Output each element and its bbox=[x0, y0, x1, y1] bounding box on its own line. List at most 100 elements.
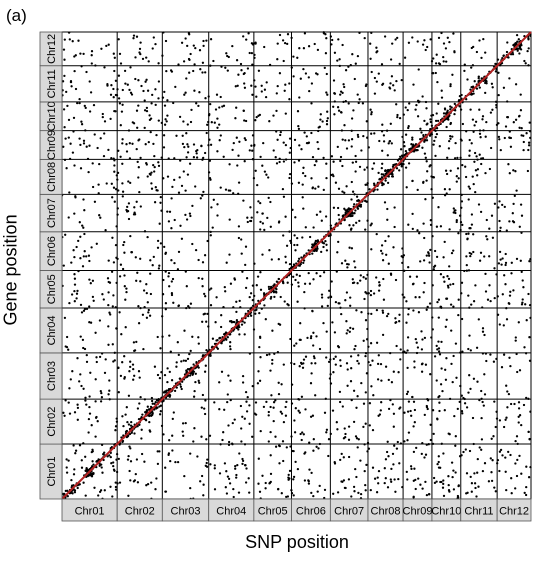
data-point bbox=[403, 411, 406, 414]
data-point bbox=[168, 395, 171, 398]
data-point bbox=[139, 205, 142, 208]
data-point bbox=[182, 60, 186, 63]
data-point bbox=[338, 218, 341, 221]
data-point bbox=[470, 66, 473, 69]
data-point bbox=[456, 156, 459, 160]
data-point bbox=[147, 140, 150, 144]
data-point bbox=[241, 462, 244, 466]
data-point bbox=[65, 335, 69, 339]
data-point bbox=[202, 39, 205, 43]
data-point bbox=[168, 439, 171, 442]
data-point bbox=[129, 460, 133, 463]
data-point bbox=[71, 40, 74, 43]
data-point bbox=[128, 88, 131, 92]
data-point bbox=[151, 93, 154, 97]
data-point bbox=[297, 181, 301, 184]
data-point bbox=[437, 466, 441, 469]
data-point bbox=[75, 292, 79, 295]
data-point bbox=[517, 421, 520, 424]
data-point bbox=[527, 141, 531, 144]
data-point bbox=[410, 414, 413, 417]
data-point bbox=[505, 416, 508, 419]
data-point bbox=[425, 404, 428, 408]
data-point bbox=[342, 479, 346, 482]
data-point bbox=[65, 466, 68, 469]
data-point bbox=[296, 467, 300, 471]
data-point bbox=[138, 376, 141, 379]
data-point bbox=[498, 200, 501, 203]
data-point bbox=[461, 122, 465, 126]
data-point bbox=[168, 210, 172, 213]
data-point bbox=[336, 251, 339, 254]
data-point bbox=[472, 250, 475, 254]
data-point bbox=[261, 222, 265, 225]
data-point bbox=[180, 360, 183, 363]
data-point bbox=[355, 309, 358, 312]
data-point bbox=[489, 111, 493, 114]
data-point bbox=[427, 251, 430, 254]
data-point bbox=[204, 97, 207, 100]
data-point bbox=[78, 137, 81, 140]
data-point bbox=[177, 250, 181, 254]
data-point bbox=[201, 71, 204, 74]
data-point bbox=[204, 71, 207, 74]
data-point bbox=[372, 162, 376, 165]
data-point bbox=[210, 121, 213, 124]
data-point bbox=[78, 380, 81, 383]
data-point bbox=[94, 400, 97, 403]
data-point bbox=[169, 69, 173, 72]
data-point bbox=[80, 466, 84, 469]
data-point bbox=[323, 66, 326, 70]
data-point bbox=[146, 235, 149, 239]
data-point bbox=[259, 288, 263, 291]
data-point bbox=[146, 89, 150, 92]
data-point bbox=[395, 103, 398, 106]
data-point bbox=[276, 138, 279, 141]
data-point bbox=[191, 204, 194, 208]
data-point bbox=[344, 299, 347, 302]
data-point bbox=[364, 183, 367, 186]
data-point bbox=[237, 154, 240, 157]
data-point bbox=[425, 308, 428, 311]
data-point bbox=[320, 296, 324, 299]
data-point bbox=[325, 431, 328, 434]
data-point bbox=[411, 136, 414, 139]
data-point bbox=[485, 218, 488, 222]
data-point bbox=[379, 249, 383, 253]
data-point bbox=[432, 176, 436, 179]
data-point bbox=[237, 225, 241, 228]
data-point bbox=[191, 372, 195, 375]
data-point bbox=[438, 409, 441, 413]
data-point bbox=[181, 134, 184, 137]
data-point bbox=[434, 119, 438, 123]
data-point bbox=[384, 239, 387, 243]
data-point bbox=[113, 170, 116, 173]
data-point bbox=[267, 287, 271, 291]
data-point bbox=[448, 490, 451, 493]
data-point bbox=[277, 277, 280, 281]
data-point bbox=[351, 327, 355, 330]
data-point bbox=[236, 463, 239, 467]
data-point bbox=[124, 326, 127, 329]
data-point bbox=[242, 199, 245, 202]
data-point bbox=[271, 362, 274, 365]
data-point bbox=[447, 147, 451, 150]
data-point bbox=[449, 283, 452, 286]
data-point bbox=[64, 233, 67, 236]
data-point bbox=[78, 101, 81, 105]
data-point bbox=[107, 393, 110, 396]
data-point bbox=[340, 312, 343, 316]
data-point bbox=[280, 412, 284, 415]
data-point bbox=[83, 232, 86, 236]
data-point bbox=[316, 490, 319, 493]
data-point bbox=[354, 344, 357, 348]
data-point bbox=[326, 117, 329, 120]
data-point bbox=[491, 108, 494, 111]
data-point bbox=[413, 366, 416, 369]
data-point bbox=[241, 457, 244, 461]
data-point bbox=[197, 104, 200, 108]
data-point bbox=[353, 203, 356, 206]
data-point bbox=[250, 51, 254, 55]
data-point bbox=[269, 480, 272, 484]
